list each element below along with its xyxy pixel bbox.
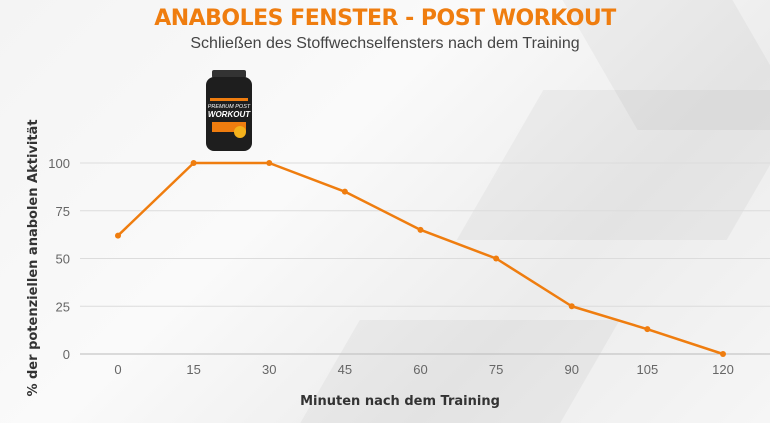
x-tick-label: 90 <box>565 362 579 377</box>
x-tick-label: 0 <box>114 362 121 377</box>
y-axis-label: % der potenziellen anabolen Aktivität <box>26 119 41 396</box>
data-point <box>568 303 575 310</box>
x-tick-labels: 0 15 30 45 60 75 90 105 120 <box>114 362 733 377</box>
series-points <box>115 160 726 357</box>
y-tick-label: 100 <box>48 156 70 171</box>
x-tick-label: 75 <box>489 362 503 377</box>
data-point <box>720 351 726 357</box>
x-axis-label: Minuten nach dem Training <box>300 394 500 409</box>
chart-title: ANABOLES FENSTER - POST WORKOUT <box>154 6 616 31</box>
chart-subtitle: Schließen des Stoffwechselfensters nach … <box>190 35 580 52</box>
x-tick-label: 15 <box>186 362 200 377</box>
data-point <box>417 226 424 233</box>
y-tick-labels: 0 25 50 75 100 <box>48 156 70 362</box>
product-label-line1: PREMIUM POST <box>208 104 251 110</box>
y-tick-label: 75 <box>56 204 70 219</box>
x-tick-label: 60 <box>413 362 427 377</box>
y-tick-label: 50 <box>56 252 70 267</box>
data-point <box>190 160 197 166</box>
product-label-line2: WORKOUT <box>208 110 251 119</box>
data-point <box>493 255 500 262</box>
gridlines <box>80 162 770 355</box>
x-tick-label: 120 <box>712 362 734 377</box>
y-tick-label: 25 <box>56 299 70 314</box>
x-tick-label: 45 <box>338 362 352 377</box>
y-tick-label: 0 <box>63 347 70 362</box>
data-point <box>341 188 348 195</box>
product-tub-image: PREMIUM POST WORKOUT <box>206 70 252 151</box>
x-tick-label: 30 <box>262 362 276 377</box>
data-point <box>644 326 651 333</box>
data-point <box>266 160 273 166</box>
data-point <box>115 232 121 239</box>
x-tick-label: 105 <box>637 362 659 377</box>
